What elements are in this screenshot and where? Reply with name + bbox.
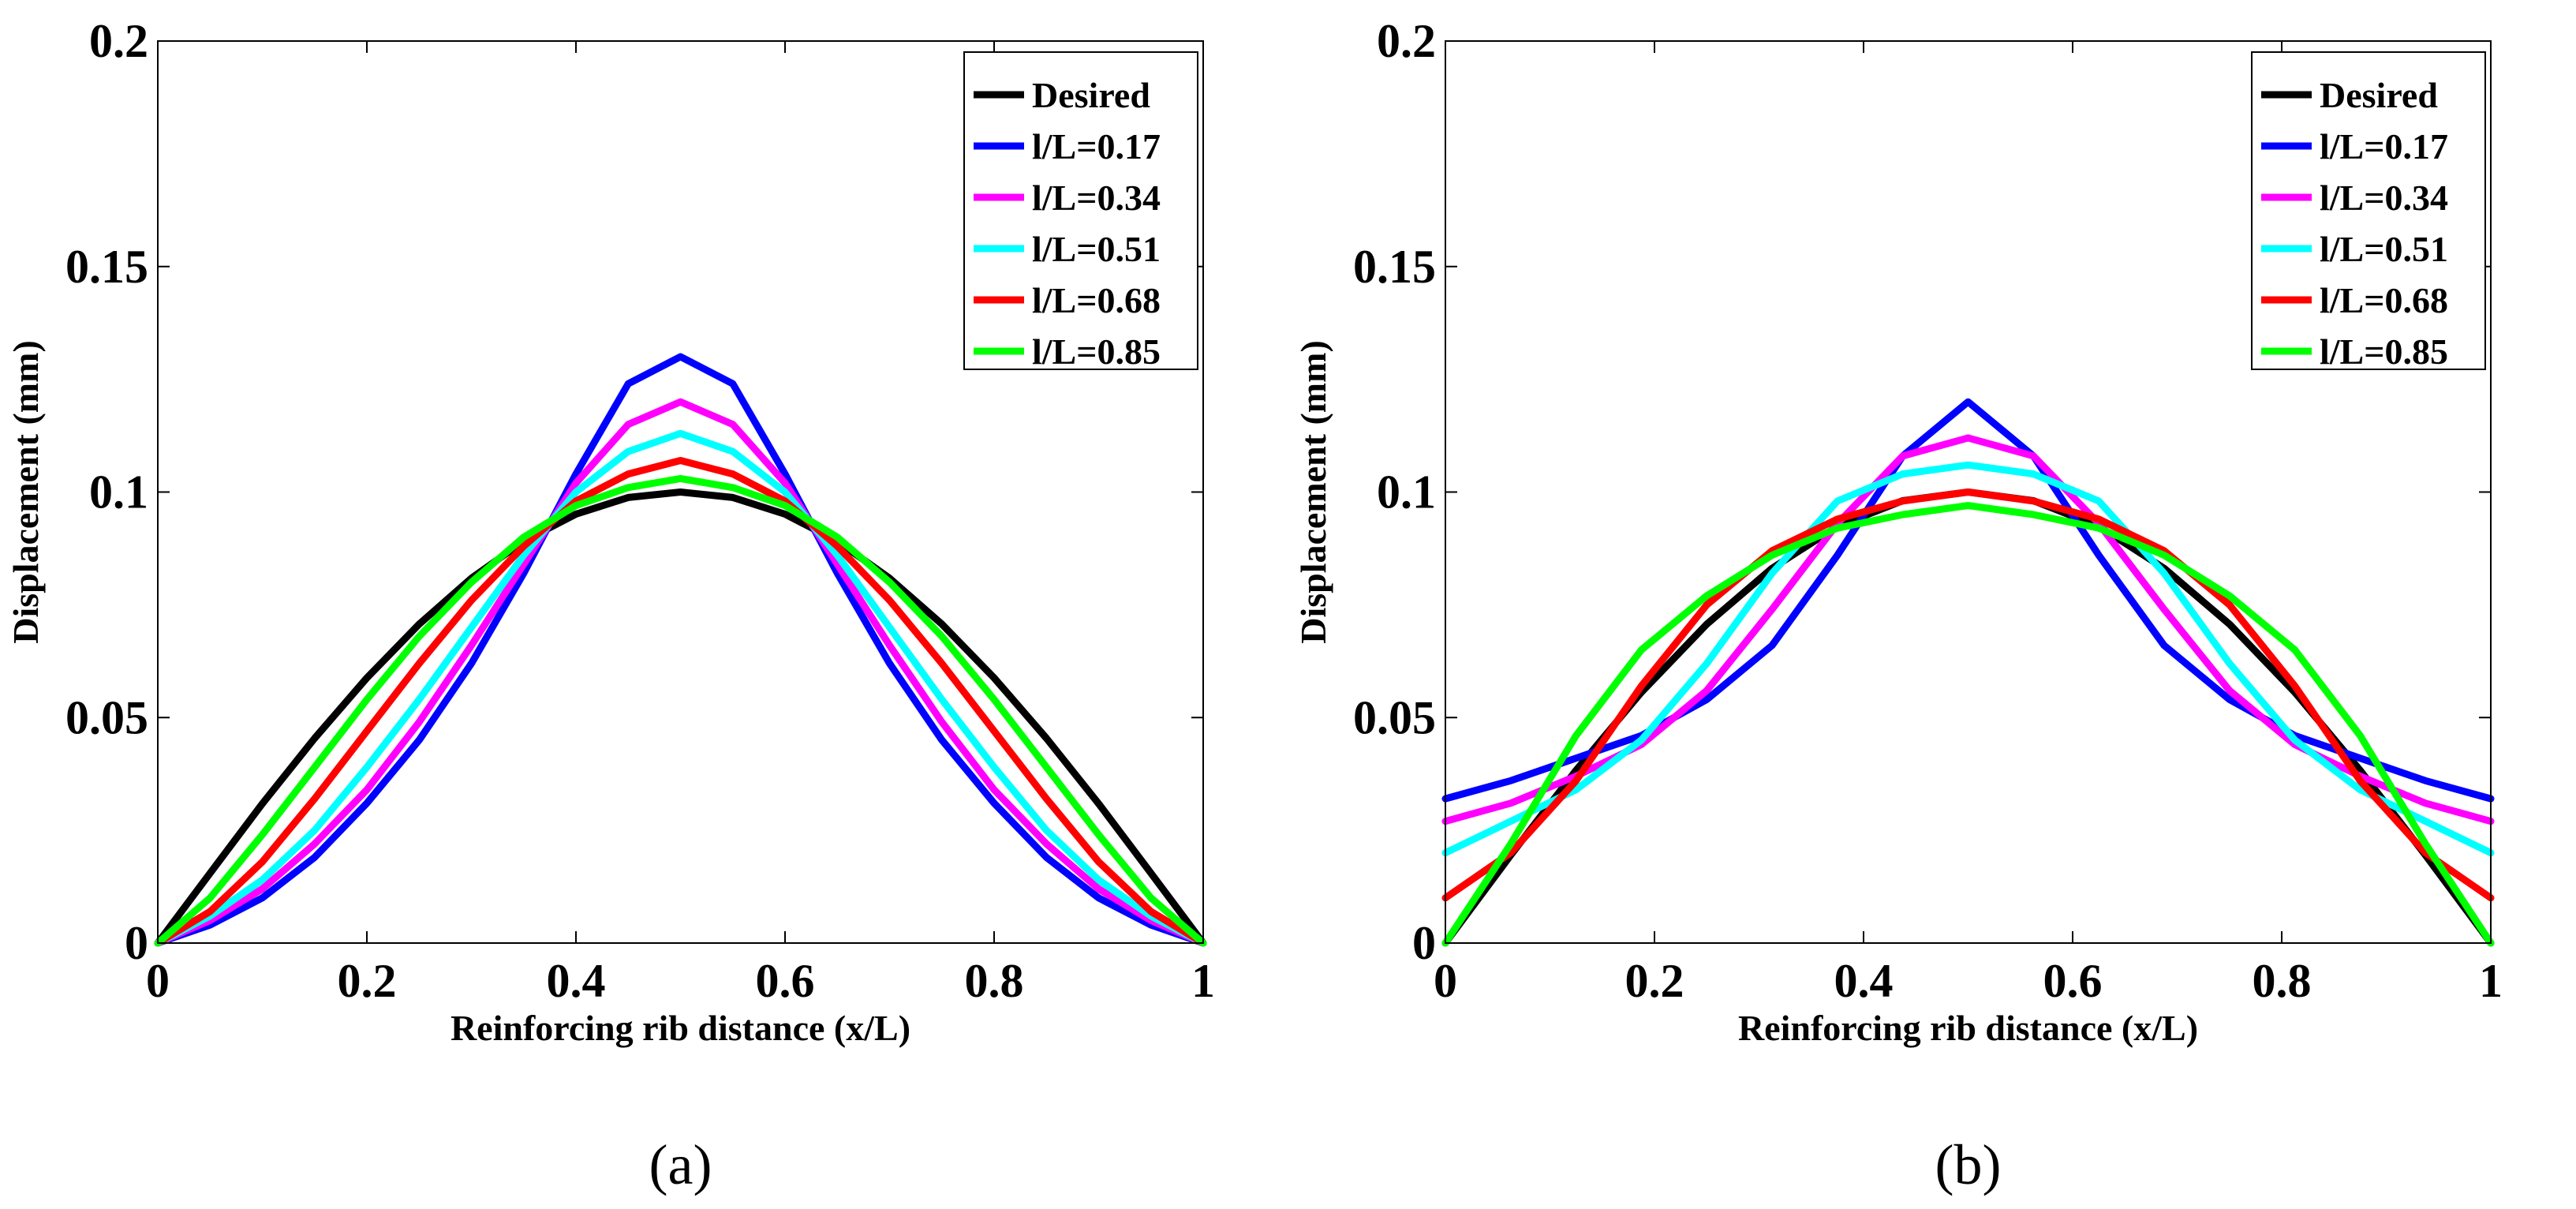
chart-a-xtick-label: 0.8 [965,955,1024,1007]
chart-a-series-line-4 [154,457,1207,947]
chart-panel-b: Displacement (mm) Reinforcing rib distan… [1288,0,2575,1209]
chart-b-legend-label-1: l/L=0.17 [2320,126,2448,167]
chart-b-xtick-label: 0.2 [1625,955,1684,1007]
chart-b-ylabel-group: Displacement (mm) [1293,340,1333,644]
chart-b-xtick-label: 0 [1434,955,1457,1007]
chart-b-series-line-3 [1441,461,2495,857]
chart-a-legend-label-1: l/L=0.17 [1032,126,1161,167]
chart-a-series-line-3 [154,429,1207,947]
chart-a-ytick-label: 0 [125,917,148,969]
chart-a-ytick-label: 0.15 [65,241,148,293]
chart-a-series-line-2 [154,398,1207,947]
chart-b-series-line-1 [1441,398,2495,803]
chart-b-ytick-label: 0.05 [1353,691,1436,743]
chart-a-legend-label-3: l/L=0.51 [1032,229,1161,269]
chart-a-xtick-label: 0.2 [338,955,397,1007]
chart-a-series-line-1 [154,353,1207,947]
chart-a-ytick-label: 0.2 [89,15,148,67]
chart-b-xtick-label: 0.4 [1834,955,1894,1007]
chart-a-xtick-label: 1 [1191,955,1215,1007]
chart-a-ytick-label: 0.05 [65,691,148,743]
chart-b-ytick-label: 0.1 [1377,466,1436,518]
chart-b-ytick-label: 0.2 [1377,15,1436,67]
chart-b-legend-box [2251,51,2486,370]
chart-a-svg: Displacement (mm) Reinforcing rib distan… [6,15,1215,1196]
chart-a-series-line-5 [154,474,1207,947]
chart-b-xlabel: Reinforcing rib distance (x/L) [1738,1008,2198,1048]
chart-b-caption: (b) [1935,1133,2002,1196]
chart-a-legend-label-4: l/L=0.68 [1032,280,1161,320]
chart-b-series-line-5 [1441,502,2495,947]
chart-a-legend-label-0: Desired [1032,75,1150,115]
chart-a-xtick-label: 0.4 [547,955,606,1007]
chart-a-xtick-label: 0.6 [756,955,815,1007]
chart-b-legend-label-5: l/L=0.85 [2320,331,2448,372]
chart-a-legend-label-5: l/L=0.85 [1032,331,1161,372]
chart-b-xtick-label: 1 [2479,955,2503,1007]
chart-b-legend-label-0: Desired [2320,75,2438,115]
chart-a-caption: (a) [649,1133,712,1196]
chart-b-xtick-label: 0.8 [2253,955,2312,1007]
chart-a-series-line-0 [154,488,1207,947]
chart-a-ylabel-group: Displacement (mm) [6,340,46,644]
chart-b-ytick-label: 0.15 [1353,241,1436,293]
chart-b-series-line-4 [1441,488,2495,902]
chart-panel-a: Displacement (mm) Reinforcing rib distan… [6,15,1215,1196]
chart-b-ytick-label: 0 [1412,917,1436,969]
chart-b-xtick-label: 0.6 [2043,955,2103,1007]
chart-b-svg: Displacement (mm) Reinforcing rib distan… [1293,15,2503,1196]
chart-a-ylabel: Displacement (mm) [6,340,46,644]
chart-a-ytick-label: 0.1 [89,466,148,518]
chart-b-legend-label-4: l/L=0.68 [2320,280,2448,320]
chart-a-legend-box [963,51,1198,370]
chart-a-xlabel: Reinforcing rib distance (x/L) [451,1008,910,1048]
chart-a-xtick-label: 0 [146,955,170,1007]
chart-b-legend-label-2: l/L=0.34 [2320,178,2448,218]
chart-a-legend-label-2: l/L=0.34 [1032,178,1161,218]
chart-b-series-line-0 [1441,488,2495,947]
chart-b-ylabel: Displacement (mm) [1293,340,1333,644]
chart-b-legend-label-3: l/L=0.51 [2320,229,2448,269]
